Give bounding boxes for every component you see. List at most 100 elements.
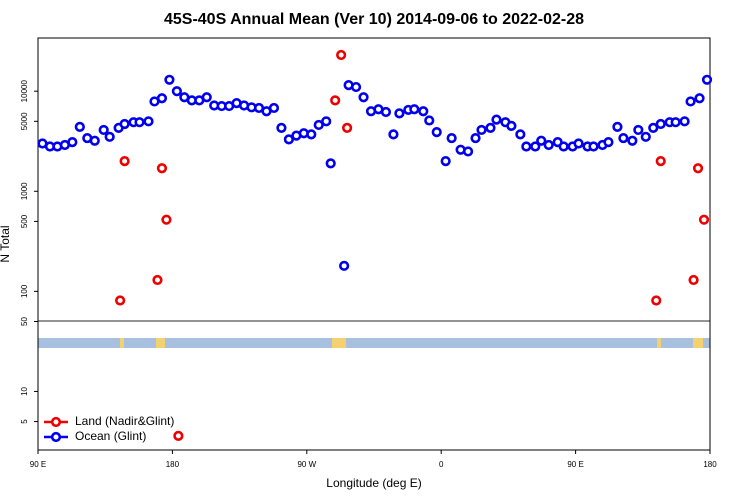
point: [409, 104, 420, 115]
point: [521, 141, 532, 152]
point: [173, 430, 184, 441]
point: [670, 117, 681, 128]
point: [325, 158, 336, 169]
point: [558, 141, 569, 152]
point: [685, 96, 696, 107]
y-tick-label: 100: [20, 284, 29, 298]
point: [339, 260, 350, 271]
point: [134, 117, 145, 128]
point: [424, 115, 435, 126]
point: [152, 274, 163, 286]
point: [692, 163, 704, 174]
point: [358, 92, 369, 103]
y-tick-label: 1000: [20, 182, 29, 200]
x-tick-label: 0: [439, 460, 444, 469]
y-tick-label: 10: [20, 386, 29, 395]
point: [698, 214, 710, 225]
point: [485, 122, 496, 133]
y-tick-label: 10000: [20, 80, 29, 103]
point: [313, 119, 324, 131]
point: [573, 138, 584, 149]
surface-mask: [38, 338, 710, 348]
legend-label: Ocean (Glint): [75, 429, 146, 443]
point: [268, 102, 280, 114]
y-axis-label: N Total: [0, 225, 12, 262]
point: [694, 93, 705, 104]
plot-frame: [37, 37, 711, 451]
legend-label: Land (Nadir&Glint): [75, 414, 174, 428]
point: [470, 132, 481, 144]
point: [491, 114, 502, 125]
point: [701, 74, 713, 85]
point: [530, 141, 541, 152]
point: [67, 137, 78, 148]
point: [446, 132, 457, 144]
point: [655, 156, 666, 167]
land-patch: [156, 338, 165, 348]
x-tick-label: 90 E: [567, 460, 583, 469]
point: [98, 124, 109, 136]
point: [201, 92, 212, 103]
point: [156, 93, 168, 104]
y-tick-label: 500: [20, 214, 29, 228]
point: [588, 141, 599, 152]
point: [156, 163, 168, 174]
chart-title: 45S-40S Annual Mean (Ver 10) 2014-09-06 …: [164, 11, 584, 28]
point: [143, 116, 154, 127]
land-patch: [693, 338, 703, 348]
point: [633, 124, 644, 136]
point: [651, 295, 662, 306]
point: [283, 134, 294, 145]
point: [603, 137, 614, 148]
point: [648, 122, 659, 133]
point: [171, 86, 182, 97]
point: [115, 295, 126, 306]
y-tick-label: 5000: [20, 112, 29, 130]
point: [394, 108, 405, 119]
point: [388, 129, 399, 140]
point: [119, 156, 130, 167]
point: [276, 122, 287, 133]
y-tick-label: 5: [20, 419, 29, 424]
point: [612, 121, 623, 132]
ocean-band: [38, 338, 710, 348]
x-axis-label: Longitude (deg E): [326, 476, 421, 490]
point: [688, 274, 699, 286]
point: [119, 118, 130, 130]
point: [418, 106, 429, 117]
y-tick-label: 50: [20, 316, 29, 325]
point: [161, 214, 172, 225]
point: [321, 116, 332, 127]
point: [330, 95, 341, 106]
point: [380, 106, 392, 118]
point: [306, 129, 317, 140]
point: [164, 74, 175, 85]
point: [618, 132, 629, 144]
land-patch: [657, 338, 661, 348]
point: [104, 131, 115, 142]
point: [89, 135, 100, 146]
point: [350, 81, 362, 93]
point: [336, 49, 347, 61]
point: [515, 129, 526, 140]
point: [655, 118, 666, 130]
point: [506, 120, 517, 132]
x-tick-label: 180: [166, 460, 180, 469]
x-tick-label: 180: [703, 460, 717, 469]
legend-marker: [50, 431, 62, 443]
land-patch: [332, 338, 346, 348]
point: [462, 146, 474, 157]
point: [543, 139, 554, 151]
point: [431, 127, 442, 138]
point: [74, 121, 85, 132]
point: [627, 135, 638, 146]
land-patch: [120, 338, 124, 348]
point: [476, 124, 487, 136]
point: [640, 131, 651, 142]
point: [342, 122, 353, 133]
point: [536, 135, 547, 146]
x-tick-label: 90 W: [297, 460, 316, 469]
point: [679, 116, 690, 127]
